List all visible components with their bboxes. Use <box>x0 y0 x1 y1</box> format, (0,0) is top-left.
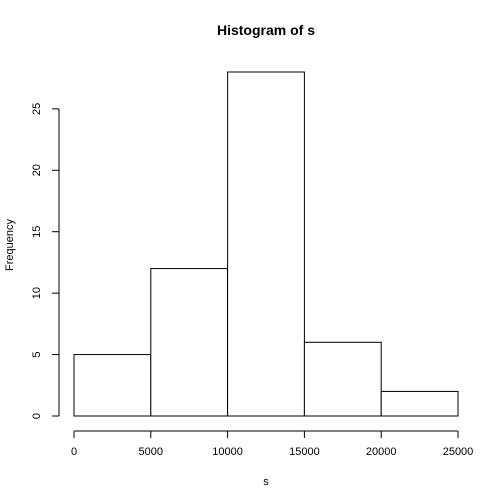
x-tick-label: 25000 <box>443 446 474 458</box>
y-tick-label: 15 <box>31 226 43 238</box>
y-tick-label: 5 <box>31 352 43 358</box>
x-axis: 0 5000 10000 15000 20000 25000 <box>71 430 474 458</box>
y-tick-label: 20 <box>31 164 43 176</box>
x-tick-label: 5000 <box>139 446 163 458</box>
histogram-bar-4 <box>380 390 459 417</box>
histogram-bar-2 <box>227 71 305 417</box>
y-axis-label: Frequency <box>4 219 16 271</box>
y-tick-label: 10 <box>31 287 43 299</box>
histogram-bar-0 <box>73 354 152 417</box>
chart-title: Histogram of s <box>217 22 315 38</box>
bars-group <box>73 71 459 417</box>
y-axis: 0 5 10 15 20 25 <box>31 103 60 419</box>
histogram-bar-1 <box>150 268 229 417</box>
y-tick-label: 25 <box>31 103 43 115</box>
x-axis-label: s <box>263 476 269 488</box>
x-tick-label: 10000 <box>212 446 243 458</box>
y-tick-label: 0 <box>31 413 43 419</box>
x-tick-label: 0 <box>71 446 77 458</box>
histogram-bar-3 <box>303 341 382 417</box>
x-tick-label: 15000 <box>289 446 320 458</box>
x-tick-label: 20000 <box>366 446 397 458</box>
